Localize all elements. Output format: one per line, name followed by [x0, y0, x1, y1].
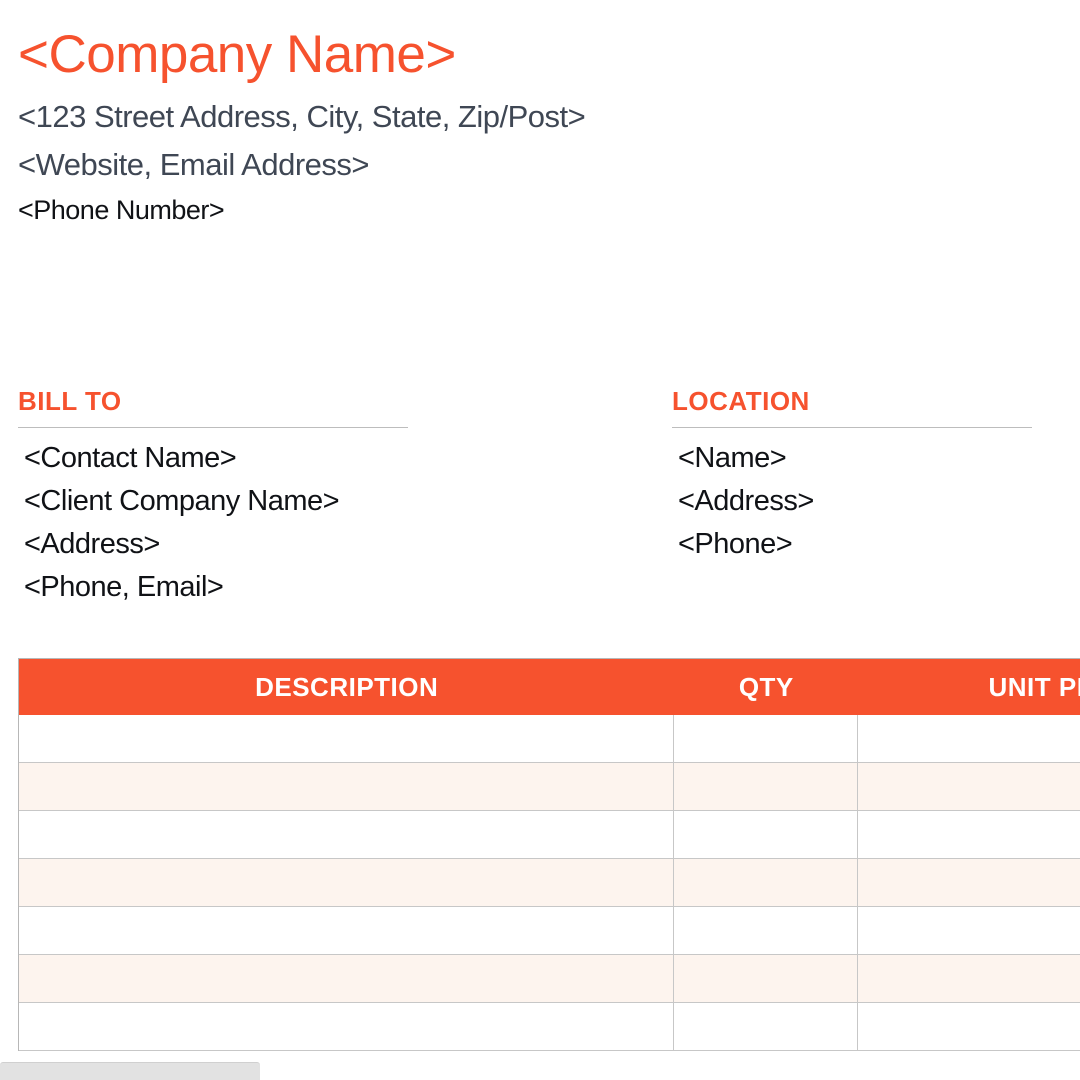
- location-section: LOCATION <Name> <Address> <Phone>: [672, 386, 1078, 614]
- table-row: [19, 955, 1080, 1003]
- bill-to-title: BILL TO: [18, 386, 408, 428]
- table-cell[interactable]: [19, 811, 674, 859]
- col-header-description: DESCRIPTION: [19, 672, 674, 703]
- table-cell[interactable]: [19, 715, 674, 763]
- bill-to-contact: <Contact Name>: [18, 442, 672, 475]
- location-name: <Name>: [672, 442, 1078, 475]
- company-name: <Company Name>: [18, 24, 1080, 85]
- table-cell[interactable]: [19, 763, 674, 811]
- table-header-row: DESCRIPTION QTY UNIT PR: [19, 659, 1080, 715]
- table-cell[interactable]: [674, 907, 858, 955]
- location-address: <Address>: [672, 485, 1078, 518]
- table-cell[interactable]: [19, 859, 674, 907]
- location-phone: <Phone>: [672, 528, 1078, 561]
- table-row: [19, 859, 1080, 907]
- table-cell[interactable]: [674, 955, 858, 1003]
- table-cell[interactable]: [858, 763, 1080, 811]
- company-address: <123 Street Address, City, State, Zip/Po…: [18, 99, 1080, 135]
- info-sections: BILL TO <Contact Name> <Client Company N…: [18, 386, 1080, 614]
- horizontal-scrollbar[interactable]: [0, 1062, 260, 1080]
- table-cell[interactable]: [858, 955, 1080, 1003]
- line-items-table: DESCRIPTION QTY UNIT PR: [18, 658, 1080, 1051]
- table-row: [19, 811, 1080, 859]
- table-cell[interactable]: [674, 715, 858, 763]
- company-header: <Company Name> <123 Street Address, City…: [18, 24, 1080, 226]
- company-web-email: <Website, Email Address>: [18, 147, 1080, 183]
- col-header-unit-price: UNIT PR: [858, 672, 1080, 703]
- table-cell[interactable]: [674, 859, 858, 907]
- table-row: [19, 907, 1080, 955]
- table-cell[interactable]: [674, 811, 858, 859]
- table-row: [19, 715, 1080, 763]
- table-cell[interactable]: [19, 907, 674, 955]
- table-row: [19, 1003, 1080, 1051]
- table-cell[interactable]: [858, 859, 1080, 907]
- table-cell[interactable]: [858, 907, 1080, 955]
- bill-to-client-company: <Client Company Name>: [18, 485, 672, 518]
- bill-to-address: <Address>: [18, 528, 672, 561]
- bill-to-phone-email: <Phone, Email>: [18, 571, 672, 604]
- table-cell[interactable]: [19, 955, 674, 1003]
- company-phone: <Phone Number>: [18, 195, 1080, 226]
- table-cell[interactable]: [858, 1003, 1080, 1051]
- location-title: LOCATION: [672, 386, 1032, 428]
- table-cell[interactable]: [674, 763, 858, 811]
- table-cell[interactable]: [19, 1003, 674, 1051]
- table-cell[interactable]: [674, 1003, 858, 1051]
- bill-to-section: BILL TO <Contact Name> <Client Company N…: [18, 386, 672, 614]
- table-row: [19, 763, 1080, 811]
- table-body: [19, 715, 1080, 1051]
- table-cell[interactable]: [858, 811, 1080, 859]
- col-header-qty: QTY: [674, 672, 858, 703]
- table-cell[interactable]: [858, 715, 1080, 763]
